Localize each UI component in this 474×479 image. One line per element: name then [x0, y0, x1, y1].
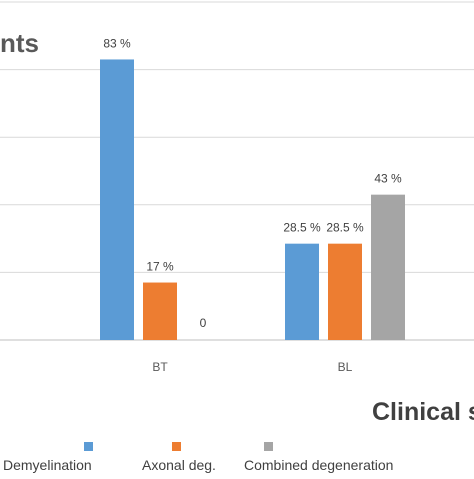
- x-tick-label: BT: [152, 360, 168, 374]
- data-label: 28.5 %: [283, 221, 321, 235]
- data-label: 43 %: [374, 172, 402, 186]
- legend-swatch-demyelination: [84, 442, 93, 451]
- legend-item-axonal: Axonal deg.: [130, 438, 240, 474]
- legend-label-axonal: Axonal deg.: [142, 457, 216, 473]
- bar: [285, 243, 319, 340]
- legend-swatch-axonal: [172, 442, 181, 451]
- data-label: 28.5 %: [326, 221, 364, 235]
- data-label: 17 %: [146, 260, 174, 274]
- bar: [371, 194, 405, 340]
- x-tick-label: BL: [338, 360, 353, 374]
- x-axis-label: Clinical s: [372, 398, 474, 426]
- data-label: 0: [200, 316, 207, 330]
- bar: [328, 243, 362, 340]
- legend-label-combined: Combined degeneration: [244, 457, 394, 473]
- legend-swatch-combined: [264, 442, 273, 451]
- y-axis-label: nts: [0, 28, 39, 58]
- legend: Demyelination Axonal deg. Combined degen…: [0, 438, 474, 474]
- data-label: 83 %: [103, 36, 131, 50]
- bar: [143, 282, 177, 340]
- legend-item-combined: Combined degeneration: [240, 438, 474, 474]
- bar: [100, 59, 134, 341]
- legend-label-demyelination: Demyelination: [3, 457, 92, 473]
- legend-item-demyelination: Demyelination: [0, 438, 130, 474]
